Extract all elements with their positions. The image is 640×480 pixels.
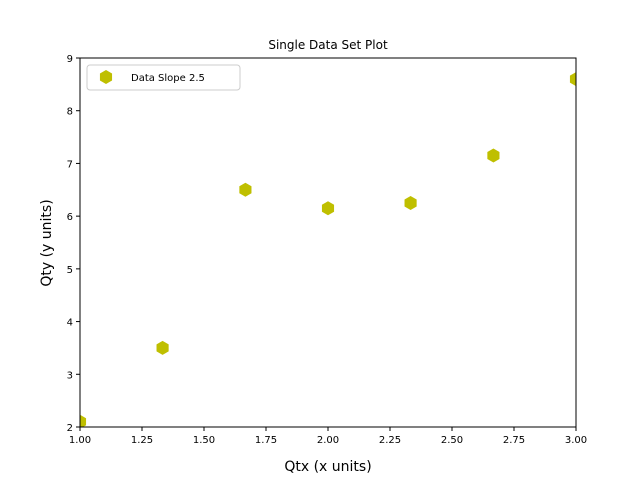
data-point (569, 72, 576, 87)
legend: Data Slope 2.5 (86, 64, 241, 91)
y-tick-label: 4 (67, 318, 73, 329)
data-point (80, 414, 87, 427)
x-axis-title: Qtx (x units) (284, 459, 371, 475)
x-tick-label: 2.75 (503, 435, 525, 446)
legend-box (86, 64, 241, 91)
y-tick-label: 9 (67, 54, 73, 65)
data-point (404, 195, 417, 210)
x-tick-label: 1.00 (69, 435, 91, 446)
x-tick-label: 1.50 (193, 435, 215, 446)
x-axis-ticks: 1.00 1.25 1.50 1.75 2.00 2.25 2.50 2.75 3.00 (69, 427, 587, 446)
y-tick-label: 3 (67, 370, 73, 381)
y-tick-label: 7 (67, 159, 73, 170)
data-point (321, 201, 335, 216)
x-tick-label: 2.25 (379, 435, 401, 446)
y-axis-ticks: 2 3 4 5 6 7 8 9 (67, 54, 80, 434)
data-points (80, 72, 576, 427)
x-tick-label: 1.25 (131, 435, 153, 446)
x-tick-label: 2.50 (441, 435, 463, 446)
legend-marker (99, 70, 113, 84)
plot-frame (79, 57, 577, 428)
x-tick-label: 1.75 (255, 435, 277, 446)
x-tick-label: 3.00 (565, 435, 587, 446)
data-point (487, 148, 500, 163)
y-axis-title: Qty (y units) (39, 199, 55, 286)
legend-marker-hexagon (99, 70, 113, 84)
data-point (156, 340, 169, 355)
chart-title: Single Data Set Plot (268, 38, 388, 52)
legend-label: Data Slope 2.5 (131, 73, 205, 84)
x-tick-label: 2.00 (317, 435, 339, 446)
data-point (239, 182, 252, 197)
y-tick-label: 6 (67, 212, 73, 223)
y-tick-label: 8 (67, 107, 73, 118)
y-tick-label: 2 (67, 423, 73, 434)
y-tick-label: 5 (67, 265, 73, 276)
